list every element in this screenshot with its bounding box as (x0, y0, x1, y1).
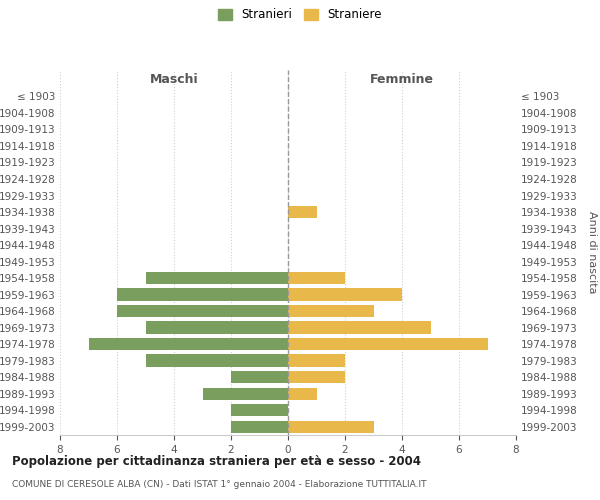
Bar (288, 371, 345, 384)
Text: Popolazione per cittadinanza straniera per età e sesso - 2004: Popolazione per cittadinanza straniera p… (12, 455, 421, 468)
Bar (146, 322, 288, 334)
Bar (288, 354, 345, 367)
Bar (288, 338, 487, 350)
Bar (146, 272, 288, 284)
Bar (203, 388, 288, 400)
Bar (288, 288, 402, 301)
Bar (117, 305, 288, 318)
Bar (117, 288, 288, 301)
Bar (288, 388, 317, 400)
Bar (288, 322, 431, 334)
Text: Maschi: Maschi (149, 74, 199, 86)
Bar (288, 305, 373, 318)
Bar (288, 206, 317, 218)
Bar (288, 272, 345, 284)
Bar (146, 354, 288, 367)
Bar (89, 338, 288, 350)
Bar (231, 420, 288, 433)
Bar (231, 404, 288, 416)
Bar (288, 420, 373, 433)
Text: COMUNE DI CERESOLE ALBA (CN) - Dati ISTAT 1° gennaio 2004 - Elaborazione TUTTITA: COMUNE DI CERESOLE ALBA (CN) - Dati ISTA… (12, 480, 427, 489)
Text: Femmine: Femmine (370, 74, 434, 86)
Legend: Stranieri, Straniere: Stranieri, Straniere (218, 8, 382, 22)
Bar (231, 371, 288, 384)
Y-axis label: Anni di nascita: Anni di nascita (587, 211, 597, 294)
